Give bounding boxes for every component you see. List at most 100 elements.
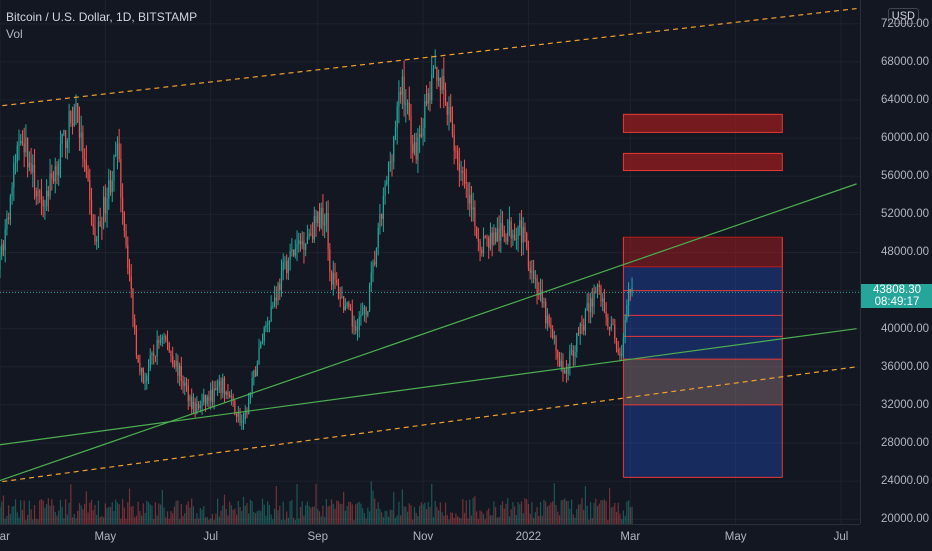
candle-body xyxy=(612,323,614,325)
candle-body xyxy=(165,336,167,341)
candle-body xyxy=(510,220,512,239)
candle-body xyxy=(80,132,82,138)
candle-body xyxy=(348,302,350,308)
candle-body xyxy=(557,351,559,358)
candle-body xyxy=(123,211,125,231)
candle-body xyxy=(608,326,611,329)
candle-body xyxy=(294,248,296,256)
candle-body xyxy=(605,312,607,318)
volume-indicator-label[interactable]: Vol xyxy=(6,27,23,41)
candle-body xyxy=(172,355,174,365)
volume-bar xyxy=(180,504,182,524)
candle-body xyxy=(125,230,127,246)
price-tick-label: 24000.00 xyxy=(881,475,929,488)
currency-button[interactable]: USD xyxy=(887,8,919,24)
volume-bar xyxy=(391,510,393,524)
volume-bar xyxy=(465,500,467,524)
candle-body xyxy=(330,271,333,285)
chart-canvas[interactable] xyxy=(0,0,860,524)
candle-body xyxy=(517,227,519,240)
volume-bar xyxy=(589,502,592,524)
candle-body xyxy=(289,251,291,260)
candle-body xyxy=(343,296,345,311)
volume-bar xyxy=(476,511,478,524)
candle-body xyxy=(128,268,131,277)
symbol-title[interactable]: Bitcoin / U.S. Dollar, 1D, BITSTAMP xyxy=(6,10,198,24)
volume-bar xyxy=(600,500,602,524)
candle-body xyxy=(204,394,207,405)
candle-body xyxy=(130,276,132,289)
current-price-tag: 43808.30 08:49:17 xyxy=(861,284,932,309)
volume-bar xyxy=(310,507,312,524)
candle-body xyxy=(292,249,295,256)
candle-body xyxy=(0,255,1,270)
candle-body xyxy=(496,228,498,242)
candle-body xyxy=(40,192,43,201)
volume-bar xyxy=(360,503,362,524)
volume-bar xyxy=(349,501,352,524)
candle-body xyxy=(458,163,460,172)
candle-body xyxy=(552,328,554,338)
volume-bar xyxy=(70,484,72,524)
volume-bar xyxy=(189,507,191,524)
volume-bar xyxy=(484,519,486,524)
volume-bar xyxy=(58,510,60,524)
volume-bar xyxy=(614,502,616,524)
candle-body xyxy=(92,224,94,228)
volume-bar xyxy=(363,513,365,524)
volume-bar xyxy=(491,515,493,524)
candle-body xyxy=(571,350,573,352)
candle-body xyxy=(59,144,62,163)
volume-bar xyxy=(49,505,51,524)
volume-bar xyxy=(541,515,543,524)
candle-body xyxy=(246,411,248,415)
volume-bar xyxy=(89,502,91,524)
volume-bar xyxy=(318,511,321,524)
volume-bar xyxy=(401,489,403,524)
volume-bar xyxy=(500,504,502,524)
candle-body xyxy=(291,249,293,252)
volume-bar xyxy=(87,512,89,524)
volume-bar xyxy=(260,511,262,524)
candle-body xyxy=(317,211,319,223)
volume-bar xyxy=(446,514,448,524)
candle-body xyxy=(344,305,346,311)
volume-bar xyxy=(317,508,319,524)
volume-bar xyxy=(543,499,545,524)
candle-body xyxy=(84,159,86,162)
candle-body xyxy=(182,380,184,386)
time-axis[interactable]: Mar May Jul Sep Nov 2022 Mar May Jul xyxy=(0,524,860,551)
volume-bar xyxy=(469,499,471,524)
volume-bar xyxy=(332,503,334,524)
candle-body xyxy=(415,142,417,160)
volume-bar xyxy=(608,487,611,524)
candle-body xyxy=(298,240,300,244)
volume-bar xyxy=(220,510,222,524)
volume-bar xyxy=(46,504,48,524)
candle-body xyxy=(522,227,524,243)
candle-body xyxy=(579,324,581,334)
price-tick-label: 40000.00 xyxy=(881,322,929,335)
volume-bar xyxy=(462,499,464,524)
candle-body xyxy=(58,162,60,176)
candle-body xyxy=(512,234,514,239)
volume-bar xyxy=(389,509,391,524)
volume-bar xyxy=(168,518,170,524)
volume-bar xyxy=(424,502,426,524)
volume-bar xyxy=(123,507,125,524)
candle-body xyxy=(149,355,151,369)
candle-body xyxy=(199,406,201,408)
volume-bar xyxy=(225,508,227,524)
candle-body xyxy=(572,350,574,357)
candle-body xyxy=(180,365,182,381)
volume-bar xyxy=(249,499,252,524)
candle-body xyxy=(400,91,402,95)
volume-bar xyxy=(101,516,103,524)
price-axis[interactable]: USD 72000.00 68000.00 64000.00 60000.00 5600… xyxy=(860,0,932,525)
chart-area[interactable]: Bitcoin / U.S. Dollar, 1D, BITSTAMP Vol xyxy=(0,0,860,524)
candle-body xyxy=(153,353,155,356)
chart-legend[interactable]: Bitcoin / U.S. Dollar, 1D, BITSTAMP Vol xyxy=(6,9,197,43)
candle-body xyxy=(215,387,217,390)
volume-bar xyxy=(35,518,37,524)
volume-bar xyxy=(51,499,53,524)
